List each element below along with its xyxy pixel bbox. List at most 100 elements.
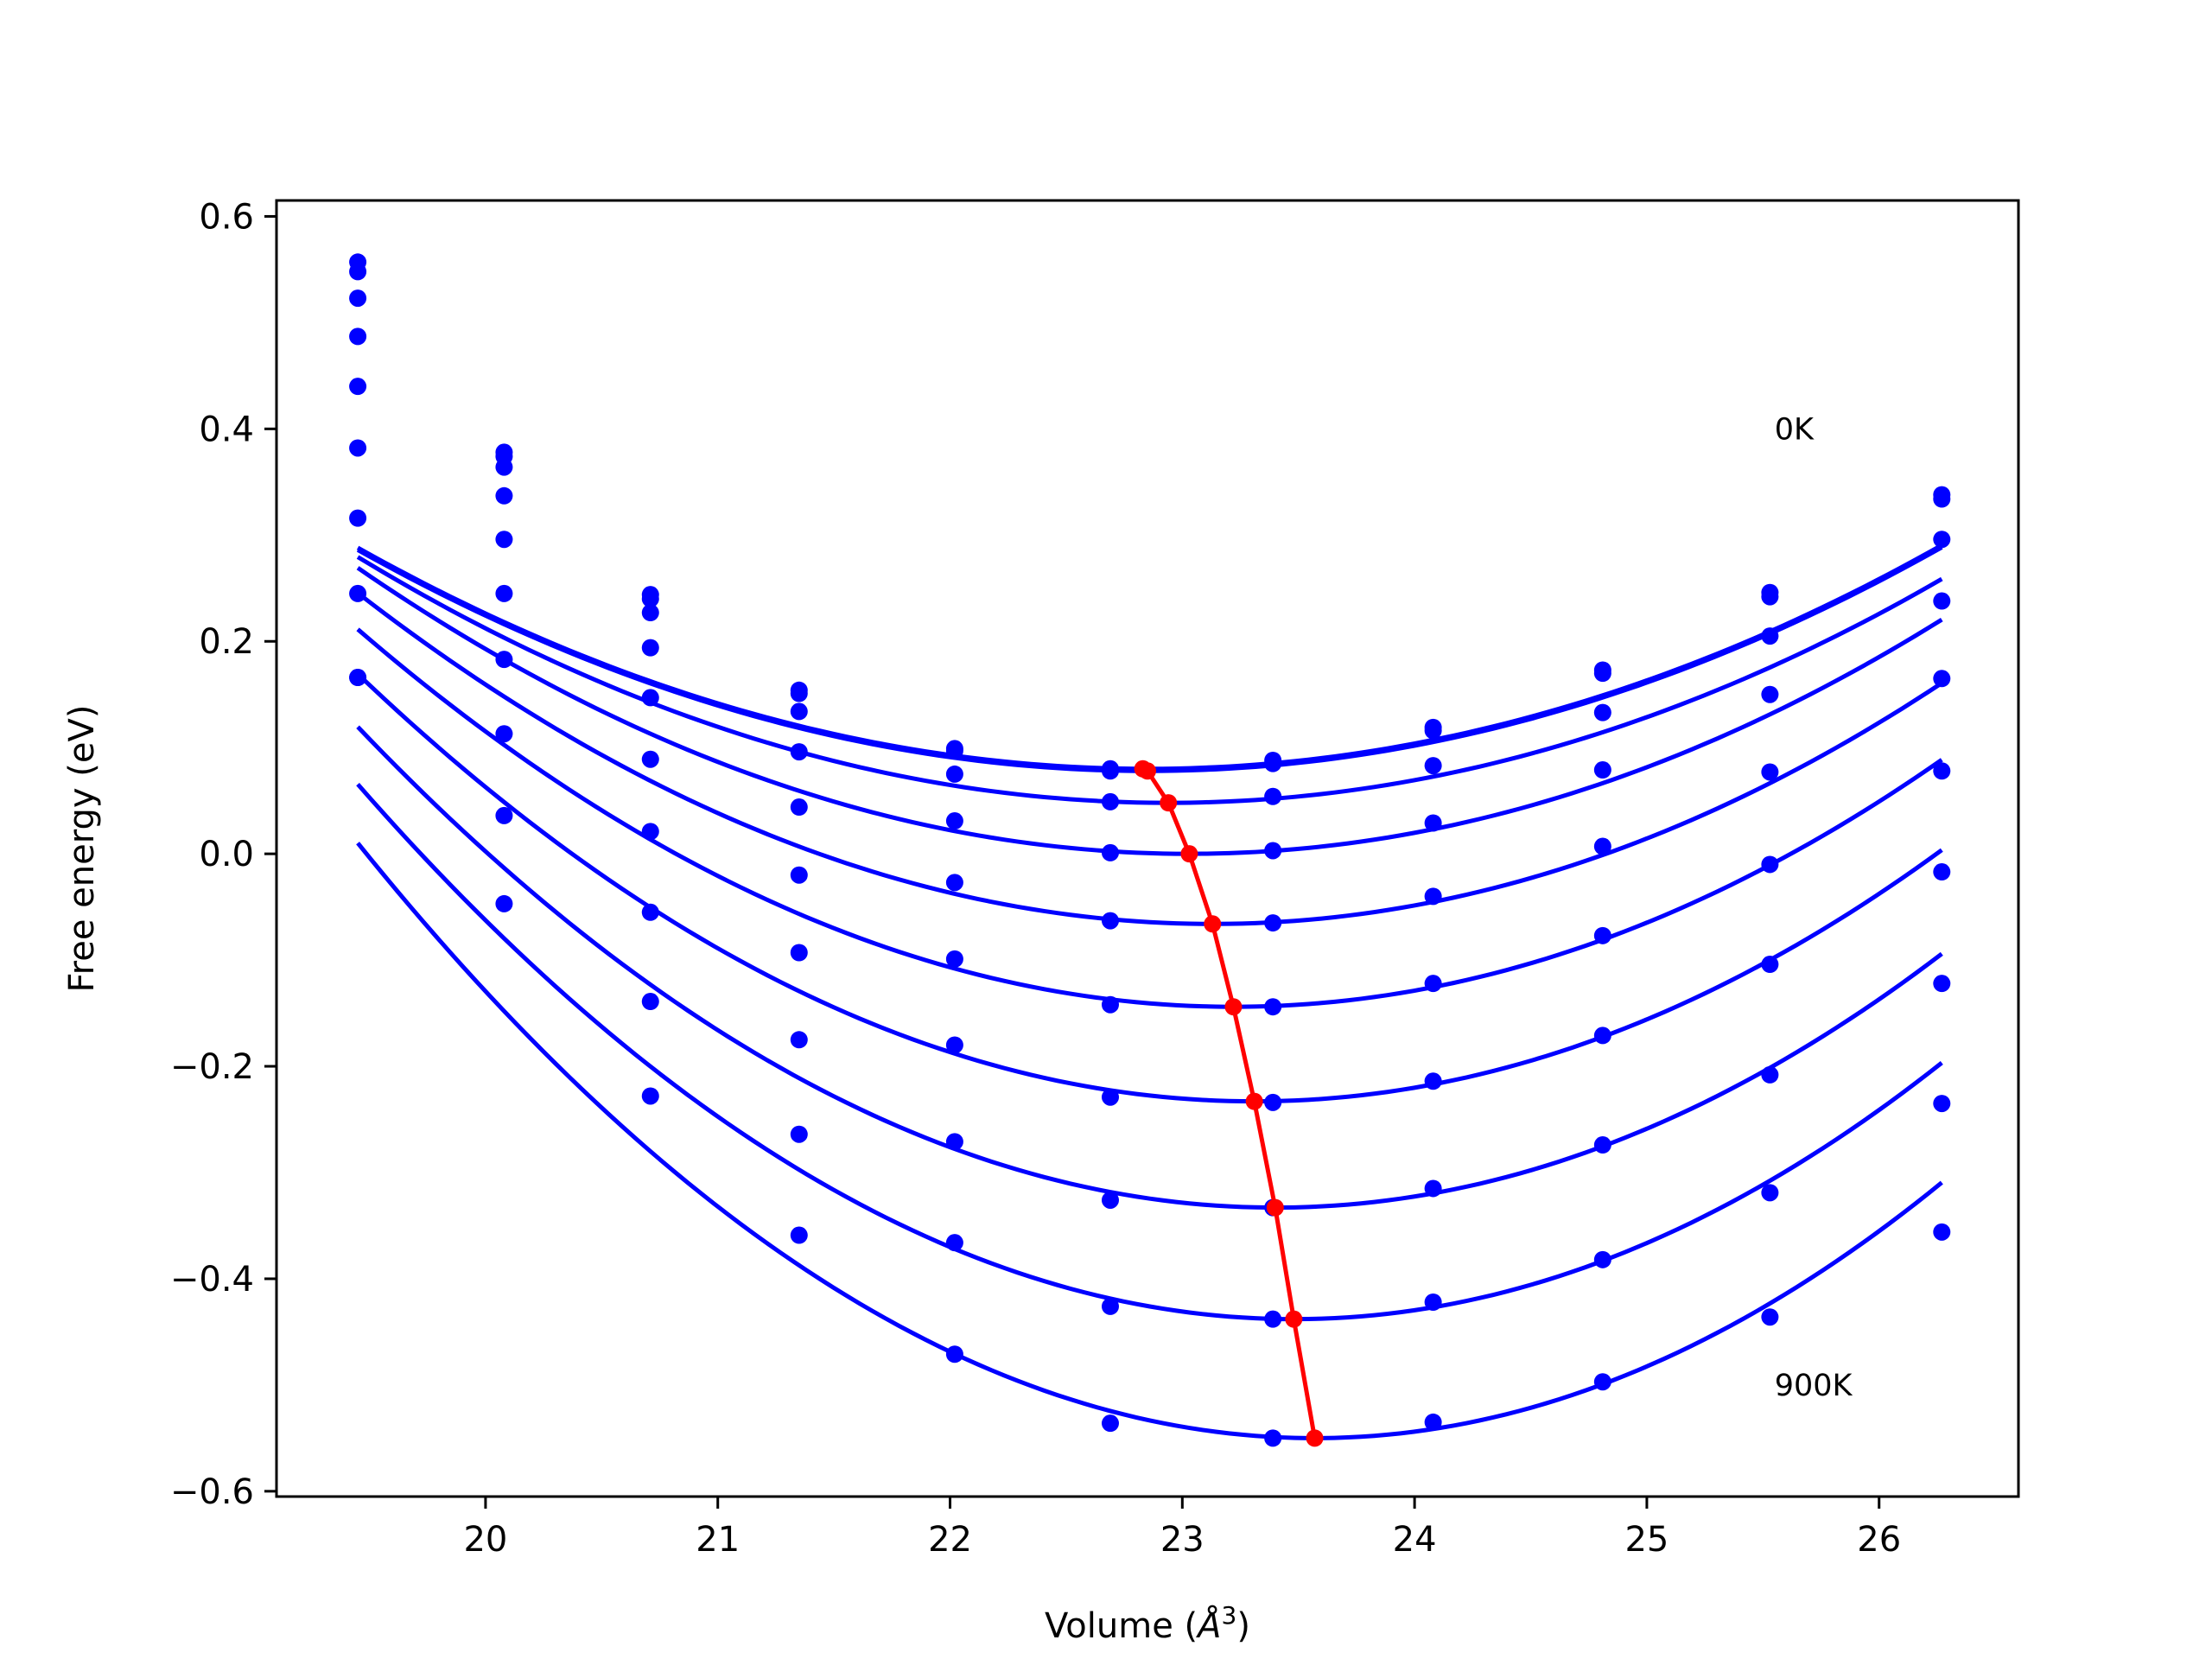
data-point <box>790 702 808 721</box>
data-point <box>790 866 808 884</box>
x-tick-label: 26 <box>1857 1520 1901 1560</box>
data-point <box>790 684 808 702</box>
data-point <box>641 823 659 841</box>
x-axis-label-close: ) <box>1236 1606 1250 1646</box>
data-point <box>641 604 659 622</box>
data-point <box>945 812 963 830</box>
data-point <box>1761 763 1779 781</box>
data-point <box>495 531 513 549</box>
data-point <box>641 1087 659 1105</box>
annotations: 0K 900K <box>1775 413 1853 1404</box>
minimum-point <box>1306 1429 1324 1447</box>
minimum-point <box>1245 1092 1263 1110</box>
data-point <box>1424 1294 1442 1311</box>
data-points <box>349 253 1951 1447</box>
data-point <box>495 486 513 505</box>
x-tick-label: 20 <box>463 1520 507 1560</box>
fit-curve-2 <box>356 555 1943 805</box>
data-point <box>641 903 659 921</box>
data-point <box>1424 721 1442 740</box>
data-point <box>1264 1093 1282 1111</box>
data-point <box>790 1125 808 1143</box>
x-tick-label: 22 <box>928 1520 972 1560</box>
data-point <box>945 1234 963 1252</box>
data-point <box>641 639 659 657</box>
x-tick-label: 25 <box>1624 1520 1669 1560</box>
data-point <box>1424 814 1442 832</box>
data-point <box>945 950 963 968</box>
fit-curve-6 <box>356 672 1943 1104</box>
data-point <box>1593 1250 1611 1268</box>
data-point <box>349 584 367 602</box>
fit-curve-3 <box>356 566 1943 856</box>
data-point <box>641 993 659 1011</box>
data-point <box>1264 787 1282 805</box>
data-point <box>1761 855 1779 874</box>
y-tick-label: −0.2 <box>170 1047 254 1087</box>
fit-curve-4 <box>356 591 1943 926</box>
data-point <box>1593 1373 1611 1391</box>
data-point <box>641 689 659 707</box>
data-point <box>1101 1088 1119 1106</box>
fit-curve-5 <box>356 627 1943 1009</box>
data-point <box>1761 588 1779 606</box>
x-axis-ticks: 20 21 22 23 24 25 26 <box>463 1497 1901 1560</box>
data-point <box>1101 1414 1119 1433</box>
fit-curve-8 <box>356 782 1943 1322</box>
data-point <box>1593 761 1611 779</box>
data-point <box>1593 1027 1611 1045</box>
data-point <box>349 439 367 457</box>
minimum-point <box>1180 845 1198 863</box>
data-point <box>1593 837 1611 855</box>
data-point <box>1933 863 1951 881</box>
data-point <box>945 1133 963 1151</box>
data-point <box>495 725 513 743</box>
y-axis-label: Free energy (eV) <box>62 705 102 993</box>
data-point <box>1933 762 1951 780</box>
data-point <box>945 1036 963 1054</box>
minimum-point <box>1204 915 1222 933</box>
data-point <box>945 874 963 892</box>
data-point <box>1101 762 1119 780</box>
data-point <box>1101 995 1119 1014</box>
data-point <box>1761 1184 1779 1202</box>
data-point <box>1933 1095 1951 1113</box>
data-point <box>790 1031 808 1049</box>
data-point <box>1264 998 1282 1016</box>
data-point <box>1593 1136 1611 1154</box>
y-tick-label: 0.2 <box>199 622 254 662</box>
y-axis-ticks: 0.6 0.4 0.2 0.0 −0.2 −0.4 −0.6 <box>170 197 276 1512</box>
plot-frame <box>275 199 2020 1498</box>
data-point <box>1264 1310 1282 1328</box>
data-point <box>495 651 513 669</box>
y-tick-label: −0.6 <box>170 1472 254 1512</box>
x-tick-label: 23 <box>1160 1520 1205 1560</box>
x-axis-label: Volume (Å3) <box>1045 1601 1250 1646</box>
data-point <box>790 1226 808 1244</box>
fit-curve-7 <box>356 725 1943 1211</box>
minimum-point <box>1139 762 1156 780</box>
data-point <box>1933 1223 1951 1241</box>
data-point <box>1424 975 1442 993</box>
minimum-point <box>1266 1198 1284 1217</box>
x-axis-label-unit: Å <box>1195 1605 1221 1646</box>
data-point <box>349 669 367 687</box>
data-point <box>495 584 513 602</box>
data-point <box>1761 956 1779 974</box>
y-tick-label: 0.4 <box>199 410 254 449</box>
fit-curve-9 <box>356 842 1943 1440</box>
y-tick-label: 0.6 <box>199 197 254 237</box>
data-point <box>349 378 367 396</box>
data-point <box>790 743 808 761</box>
data-point <box>1424 1179 1442 1198</box>
data-point <box>495 894 513 912</box>
data-point <box>1933 975 1951 993</box>
data-point <box>1101 912 1119 930</box>
minima-path <box>1134 760 1324 1447</box>
data-point <box>495 458 513 476</box>
data-point <box>495 806 513 824</box>
data-point <box>1761 627 1779 645</box>
data-point <box>1933 490 1951 508</box>
data-point <box>1593 926 1611 944</box>
